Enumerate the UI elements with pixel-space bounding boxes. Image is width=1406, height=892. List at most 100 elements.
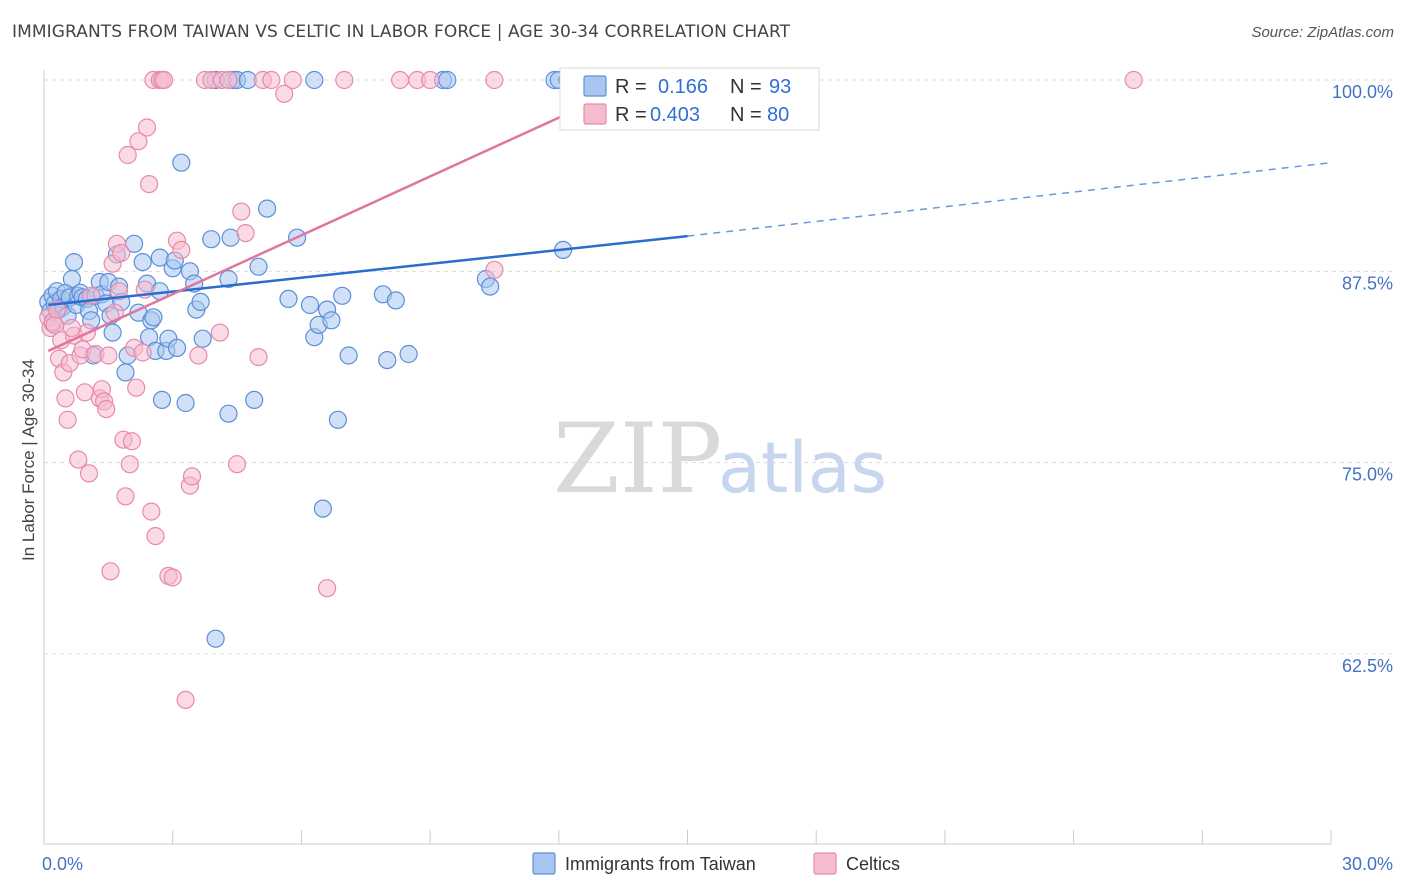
point-taiwan-60 [219,269,238,289]
watermark-zip: ZIP [553,403,722,515]
point-celtic-25 [101,562,120,581]
bottom-legend-label-celtic: Celtics [846,854,900,874]
point-taiwan-32 [116,363,135,382]
point-celtic-32 [116,487,135,506]
point-taiwan-81 [378,351,397,370]
point-taiwan-87 [481,277,500,296]
point-celtic-78 [1124,70,1143,90]
point-celtic-48 [155,70,174,90]
point-taiwan-85 [438,70,457,90]
series-legend: Immigrants from Taiwan Celtics [532,852,900,875]
point-celtic-72 [391,70,410,90]
point-celtic-42 [140,175,159,194]
legend-n-value-celtic: 80 [767,104,789,126]
point-celtic-61 [219,70,238,90]
x-tick-label-1: 30.0% [1342,854,1393,874]
legend-r-value-taiwan: 0.166 [658,76,708,98]
point-taiwan-77 [313,499,332,518]
point-celtic-74 [421,70,440,90]
chart-title: IMMIGRANTS FROM TAIWAN VS CELTIC IN LABO… [12,22,791,42]
point-celtic-65 [249,348,268,367]
point-taiwan-50 [172,153,191,172]
point-taiwan-70 [300,295,320,315]
point-celtic-9 [58,410,77,429]
y-tick-label-2: 87.5% [1342,273,1393,293]
point-celtic-45 [146,526,165,546]
point-celtic-68 [275,84,294,103]
point-taiwan-79 [339,346,358,365]
point-celtic-39 [133,343,152,362]
point-taiwan-28 [103,323,122,342]
point-taiwan-61 [221,228,240,247]
point-taiwan-36 [133,253,152,272]
point-taiwan-76 [328,410,347,429]
x-tick-labels: 0.0% 30.0% [42,854,1393,874]
point-celtic-62 [227,455,247,474]
point-celtic-79 [62,318,82,338]
point-taiwan-59 [219,404,238,423]
point-taiwan-82 [386,291,405,310]
trendline-taiwan [48,234,688,307]
point-celtic-12 [69,450,88,469]
legend-swatch-celtic [583,103,607,125]
point-celtic-59 [210,323,229,342]
bottom-legend-swatch-taiwan [532,852,556,875]
y-tick-label-3: 100.0% [1332,82,1393,102]
point-taiwan-40 [144,308,163,327]
point-taiwan-49 [167,338,187,357]
point-celtic-41 [137,118,157,137]
source-label: Source: ZipAtlas.com [1251,24,1394,41]
y-tick-label-1: 75.0% [1342,465,1393,485]
legend-r-label-celtic: R = [615,104,647,126]
y-axis-label: In Labor Force | Age 30-34 [19,359,38,561]
watermark-atlas: atlas [718,427,887,509]
correlation-legend: R = 0.166 N = 93 R = 0.403 N = 80 [559,67,820,131]
gridlines [44,79,1392,655]
point-celtic-75 [485,70,504,90]
point-celtic-50 [163,568,182,587]
legend-n-value-taiwan: 93 [769,76,791,98]
y-tick-labels: 62.5% 75.0% 87.5% 100.0% [1332,82,1393,676]
point-taiwan-68 [279,289,298,308]
point-celtic-69 [283,70,302,90]
legend-r-label-taiwan: R = [615,76,647,98]
x-tick-label-0: 0.0% [42,854,83,874]
point-celtic-8 [56,389,75,408]
point-celtic-24 [99,346,118,365]
point-celtic-71 [335,70,354,90]
point-celtic-34 [120,455,139,474]
y-tick-label-0: 62.5% [1342,656,1393,676]
legend-n-label-celtic: N = [730,104,762,126]
trendlines [47,77,1332,353]
watermark: ZIP atlas [553,403,887,515]
point-celtic-56 [189,346,208,365]
trendline-celtic [47,77,646,353]
point-celtic-29 [109,282,129,301]
legend-r-value-celtic: 0.403 [650,104,700,126]
point-taiwan-72 [305,70,324,90]
point-taiwan-75 [322,311,341,330]
point-celtic-43 [142,502,161,521]
point-celtic-23 [97,400,116,419]
point-celtic-67 [262,70,281,90]
point-celtic-63 [232,202,251,221]
point-celtic-38 [129,132,148,151]
bottom-legend-label-taiwan: Immigrants from Taiwan [565,854,756,874]
point-celtic-35 [122,432,141,451]
point-celtic-70 [318,579,337,598]
point-celtic-37 [127,378,146,397]
point-celtic-55 [182,467,202,486]
point-taiwan-67 [258,199,277,218]
point-taiwan-65 [245,390,264,409]
legend-swatch-taiwan [583,75,607,97]
point-taiwan-13 [64,253,84,272]
point-taiwan-57 [202,230,221,249]
series-celtic-points [39,70,1143,710]
legend-n-label-taiwan: N = [730,76,762,98]
point-taiwan-92 [206,629,225,648]
point-celtic-30 [112,243,131,263]
trendline-dashed-taiwan [687,161,1332,237]
point-taiwan-78 [333,286,352,305]
axes [43,70,1332,845]
